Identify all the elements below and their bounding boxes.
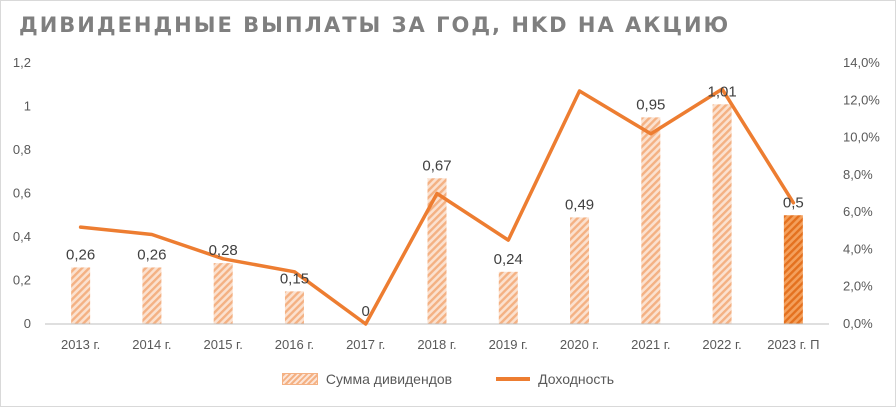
x-axis-tick-label: 2018 г.	[417, 337, 456, 352]
left-axis-tick-label: 1,2	[13, 55, 31, 70]
bar-data-label: 0,67	[422, 157, 451, 174]
bars-layer	[71, 104, 803, 324]
x-axis-tick-label: 2016 г.	[275, 337, 314, 352]
bar	[570, 217, 590, 324]
left-axis-tick-label: 0,6	[13, 186, 31, 201]
legend-item-yield: Доходность	[496, 371, 614, 387]
x-axis-tick-label: 2019 г.	[489, 337, 528, 352]
bar-data-label: 0	[362, 303, 370, 320]
chart-title: ДИВИДЕНДНЫЕ ВЫПЛАТЫ ЗА ГОД, HKD НА АКЦИЮ	[19, 13, 731, 37]
legend-swatch-bar	[281, 373, 318, 385]
x-axis-tick-label: 2022 г.	[702, 337, 741, 352]
legend-label-dividends: Сумма дивидендов	[325, 371, 453, 387]
bar-data-label: 0,28	[209, 242, 238, 259]
bar-data-label: 0,26	[137, 246, 166, 263]
right-axis-tick-label: 8,0%	[843, 167, 873, 182]
x-axis-tick-label: 2021 г.	[631, 337, 670, 352]
right-axis-tick-label: 0,0%	[843, 316, 873, 331]
bar	[142, 267, 162, 324]
chart-plot: 0 0,2 0,4 0,6 0,8 1 1,2 0,0% 2,0% 4,0% 6,0% 8,0% 10,…	[13, 55, 880, 352]
bar-data-label: 0,5	[783, 194, 804, 211]
left-axis-tick-label: 0,4	[13, 229, 31, 244]
x-axis-tick-label: 2017 г.	[346, 337, 385, 352]
x-axis-tick-label: 2015 г.	[204, 337, 243, 352]
legend: Сумма дивидендов Доходность	[1, 371, 895, 387]
bar	[783, 215, 803, 324]
right-axis-tick-label: 4,0%	[843, 241, 873, 256]
right-axis-tick-label: 12,0%	[843, 92, 880, 107]
legend-swatch-line	[496, 377, 531, 381]
bar	[284, 291, 304, 324]
bar-data-label: 0,15	[280, 270, 309, 287]
bar-data-label: 0,95	[636, 96, 665, 113]
right-axis-tick-label: 10,0%	[843, 130, 880, 145]
legend-item-dividends: Сумма дивидендов	[281, 371, 453, 387]
x-axis-tick-label: 2020 г.	[560, 337, 599, 352]
bar-data-label: 0,49	[565, 196, 594, 213]
bar	[427, 178, 447, 324]
left-axis-tick-label: 0,8	[13, 142, 31, 157]
series-line-yield	[78, 87, 796, 326]
bar	[641, 117, 661, 324]
legend-label-yield: Доходность	[538, 371, 615, 387]
x-axis-tick-label: 2014 г.	[132, 337, 171, 352]
bar-data-label: 1,01	[707, 83, 736, 100]
left-axis-tick-label: 1	[24, 99, 31, 114]
right-axis-tick-label: 14,0%	[843, 55, 880, 70]
axis-layer: 0 0,2 0,4 0,6 0,8 1 1,2 0,0% 2,0% 4,0% 6,0% 8,0% 10,…	[13, 55, 880, 352]
bar-data-label: 0,26	[66, 246, 95, 263]
right-axis-tick-label: 6,0%	[843, 204, 873, 219]
bar-data-label: 0,24	[494, 251, 523, 268]
line-layer	[78, 87, 796, 326]
bar	[712, 104, 732, 324]
x-axis-tick-label: 2023 г. П	[767, 337, 819, 352]
bar	[71, 267, 91, 324]
right-axis-tick-label: 2,0%	[843, 279, 873, 294]
bar	[213, 263, 233, 324]
labels-layer: 0,26 0,26 0,28 0,15 0 0,67 0,24 0,49 0,95 1,01 0,5	[66, 83, 804, 320]
x-axis-tick-label: 2013 г.	[61, 337, 100, 352]
bar	[498, 271, 518, 324]
left-axis-tick-label: 0	[24, 316, 31, 331]
left-axis-tick-label: 0,2	[13, 273, 31, 288]
